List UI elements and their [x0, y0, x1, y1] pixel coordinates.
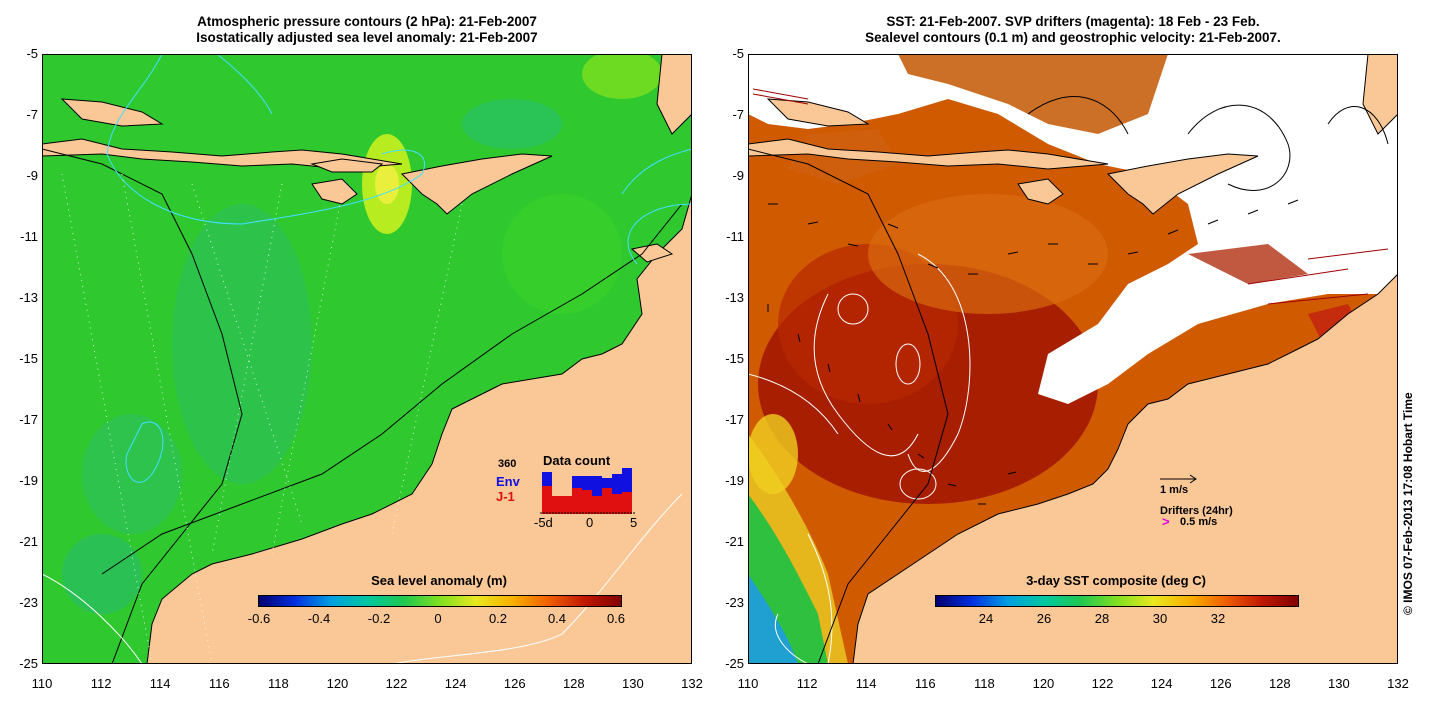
- left-cbar-tick: 0.6: [606, 611, 626, 626]
- right-map: [748, 54, 1398, 664]
- right-x-tick: 132: [1387, 676, 1409, 691]
- left-map: [42, 54, 692, 664]
- left-x-tick: 116: [208, 676, 230, 691]
- drifters-label: Drifters (24hr): [1160, 505, 1233, 517]
- left-x-tick: 126: [503, 676, 526, 691]
- left-y-tick: -13: [19, 290, 38, 305]
- left-colorbar: [258, 595, 622, 607]
- left-title: Atmospheric pressure contours (2 hPa): 2…: [42, 14, 692, 46]
- left-x-tick: 122: [385, 676, 408, 691]
- right-y-tick: -9: [732, 168, 744, 183]
- right-y-tick: -15: [725, 351, 744, 366]
- inset-tick-zero: 0: [586, 515, 594, 530]
- right-x-tick: 126: [1209, 676, 1232, 691]
- inset-histogram: [540, 468, 635, 514]
- right-y-tick: -25: [725, 656, 744, 671]
- left-cbar-tick: -0.6: [247, 611, 271, 626]
- right-title: SST: 21-Feb-2007. SVP drifters (magenta)…: [748, 14, 1398, 46]
- right-y-tick: -7: [732, 107, 744, 122]
- left-y-tick: -19: [19, 473, 38, 488]
- right-cbar-tick: 26: [1036, 611, 1052, 626]
- left-y-tick: -15: [19, 351, 38, 366]
- right-title-line1: SST: 21-Feb-2007. SVP drifters (magenta)…: [886, 14, 1260, 29]
- left-x-tick: 128: [562, 676, 585, 691]
- left-y-tick: -21: [19, 534, 38, 549]
- right-colorbar: [935, 595, 1299, 607]
- drifters-arrow-icon: >: [1162, 514, 1170, 529]
- left-y-tick: -5: [26, 46, 38, 61]
- left-x-tick: 120: [326, 676, 349, 691]
- left-y-tick: -9: [26, 168, 38, 183]
- left-y-tick: -23: [19, 595, 38, 610]
- inset-title: Data count: [543, 453, 611, 468]
- right-x-tick: 114: [855, 676, 877, 691]
- drifters-speed: 0.5 m/s: [1180, 516, 1218, 528]
- left-x-tick: 124: [444, 676, 467, 691]
- copyright: © IMOS 07-Feb-2013 17:08 Hobart Time: [1401, 392, 1415, 615]
- right-y-tick: -5: [732, 46, 744, 61]
- left-y-tick: -7: [26, 107, 38, 122]
- inset-bars: [542, 468, 632, 514]
- right-x-tick: 118: [973, 676, 995, 691]
- left-cbar-tick: 0.2: [488, 611, 508, 626]
- inset-count: 360: [498, 458, 517, 470]
- velocity-scale-label: 1 m/s: [1160, 484, 1189, 496]
- right-x-tick: 128: [1268, 676, 1291, 691]
- right-y-tick: -19: [725, 473, 744, 488]
- right-y-tick: -21: [725, 534, 744, 549]
- left-x-tick: 118: [267, 676, 289, 691]
- right-y-tick: -13: [725, 290, 744, 305]
- right-y-tick: -17: [725, 412, 744, 427]
- right-cbar-tick: 30: [1152, 611, 1168, 626]
- right-y-tick: -11: [726, 229, 744, 244]
- right-x-tick: 110: [737, 676, 759, 691]
- velocity-scale-arrow: [1160, 474, 1197, 484]
- left-x-tick: 132: [681, 676, 703, 691]
- left-x-tick: 112: [90, 676, 112, 691]
- left-cbar-tick: -0.2: [367, 611, 391, 626]
- left-title-line2: Isostatically adjusted sea level anomaly…: [196, 30, 538, 45]
- left-cbar-tick: -0.4: [307, 611, 331, 626]
- left-y-tick: -17: [19, 412, 38, 427]
- right-title-line2: Sealevel contours (0.1 m) and geostrophi…: [865, 30, 1281, 45]
- right-colorbar-label: 3-day SST composite (deg C): [1026, 573, 1206, 588]
- inset-j1-label: J-1: [496, 489, 515, 504]
- inset-env-label: Env: [496, 474, 520, 489]
- left-y-tick: -11: [20, 229, 38, 244]
- right-cbar-tick: 28: [1094, 611, 1110, 626]
- left-x-tick: 110: [31, 676, 53, 691]
- inset-tick-start: -5d: [534, 515, 553, 530]
- right-x-tick: 122: [1091, 676, 1114, 691]
- left-cbar-tick: 0: [434, 611, 442, 626]
- right-x-tick: 130: [1328, 676, 1350, 691]
- left-y-tick: -25: [19, 656, 38, 671]
- right-cbar-tick: 32: [1210, 611, 1226, 626]
- left-colorbar-label: Sea level anomaly (m): [371, 573, 507, 588]
- right-x-tick: 116: [914, 676, 936, 691]
- right-cbar-tick: 24: [978, 611, 994, 626]
- right-y-tick: -23: [725, 595, 744, 610]
- right-x-tick: 112: [796, 676, 818, 691]
- velocity-arrows: [767, 96, 1389, 505]
- left-x-tick: 114: [149, 676, 171, 691]
- left-title-line1: Atmospheric pressure contours (2 hPa): 2…: [197, 14, 537, 29]
- left-cbar-tick: 0.4: [547, 611, 567, 626]
- left-x-tick: 130: [622, 676, 644, 691]
- right-x-tick: 124: [1150, 676, 1173, 691]
- right-x-tick: 120: [1032, 676, 1055, 691]
- inset-tick-end: 5: [630, 515, 638, 530]
